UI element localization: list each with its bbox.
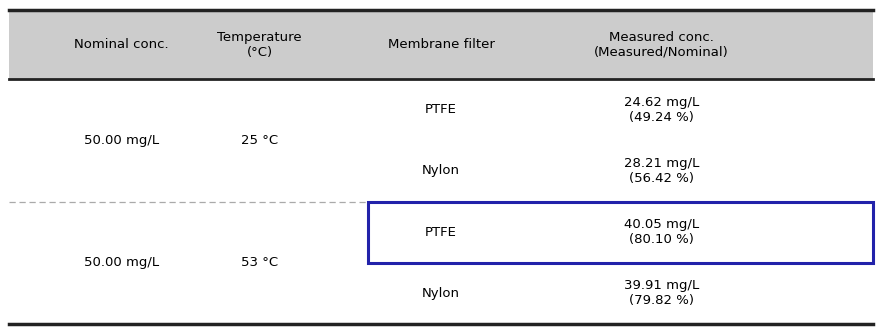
Text: 28.21 mg/L
(56.42 %): 28.21 mg/L (56.42 %): [624, 157, 699, 185]
Text: 50.00 mg/L: 50.00 mg/L: [84, 134, 159, 147]
Text: 25 °C: 25 °C: [241, 134, 278, 147]
Text: 39.91 mg/L
(79.82 %): 39.91 mg/L (79.82 %): [624, 279, 699, 307]
Text: 50.00 mg/L: 50.00 mg/L: [84, 256, 159, 269]
Text: 53 °C: 53 °C: [241, 256, 278, 269]
Text: 40.05 mg/L
(80.10 %): 40.05 mg/L (80.10 %): [624, 218, 699, 246]
Text: Nylon: Nylon: [422, 164, 460, 177]
Bar: [368, 201, 873, 263]
Text: Nominal conc.: Nominal conc.: [74, 38, 168, 51]
Text: 24.62 mg/L
(49.24 %): 24.62 mg/L (49.24 %): [624, 96, 699, 124]
Text: Temperature
(°C): Temperature (°C): [217, 30, 302, 58]
Text: PTFE: PTFE: [425, 103, 457, 116]
Text: Nylon: Nylon: [422, 287, 460, 300]
Text: PTFE: PTFE: [425, 226, 457, 239]
Bar: [9, 10, 873, 79]
Text: Measured conc.
(Measured/Nominal): Measured conc. (Measured/Nominal): [594, 30, 729, 58]
Text: Membrane filter: Membrane filter: [387, 38, 495, 51]
